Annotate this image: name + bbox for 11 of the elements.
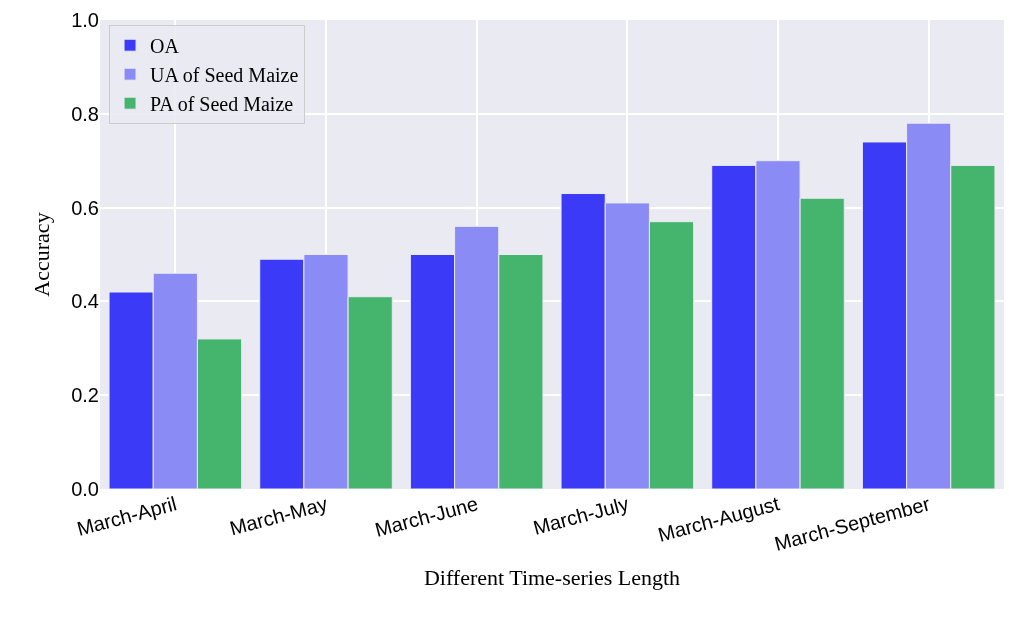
legend-label: UA of Seed Maize	[150, 63, 299, 86]
y-tick-label: 0.2	[71, 384, 99, 407]
y-tick-label: 1.0	[71, 9, 99, 31]
y-tick-label: 0.6	[71, 196, 99, 219]
y-tick-label: 0.0	[71, 478, 99, 500]
x-axis-title: Different Time-series Length	[423, 564, 681, 590]
y-tick-label: 0.8	[71, 102, 99, 125]
legend-label: PA of Seed Maize	[150, 92, 294, 115]
legend-label: OA	[150, 34, 180, 57]
y-axis-title: Accuracy	[28, 212, 54, 297]
y-tick-label: 0.4	[71, 290, 99, 313]
